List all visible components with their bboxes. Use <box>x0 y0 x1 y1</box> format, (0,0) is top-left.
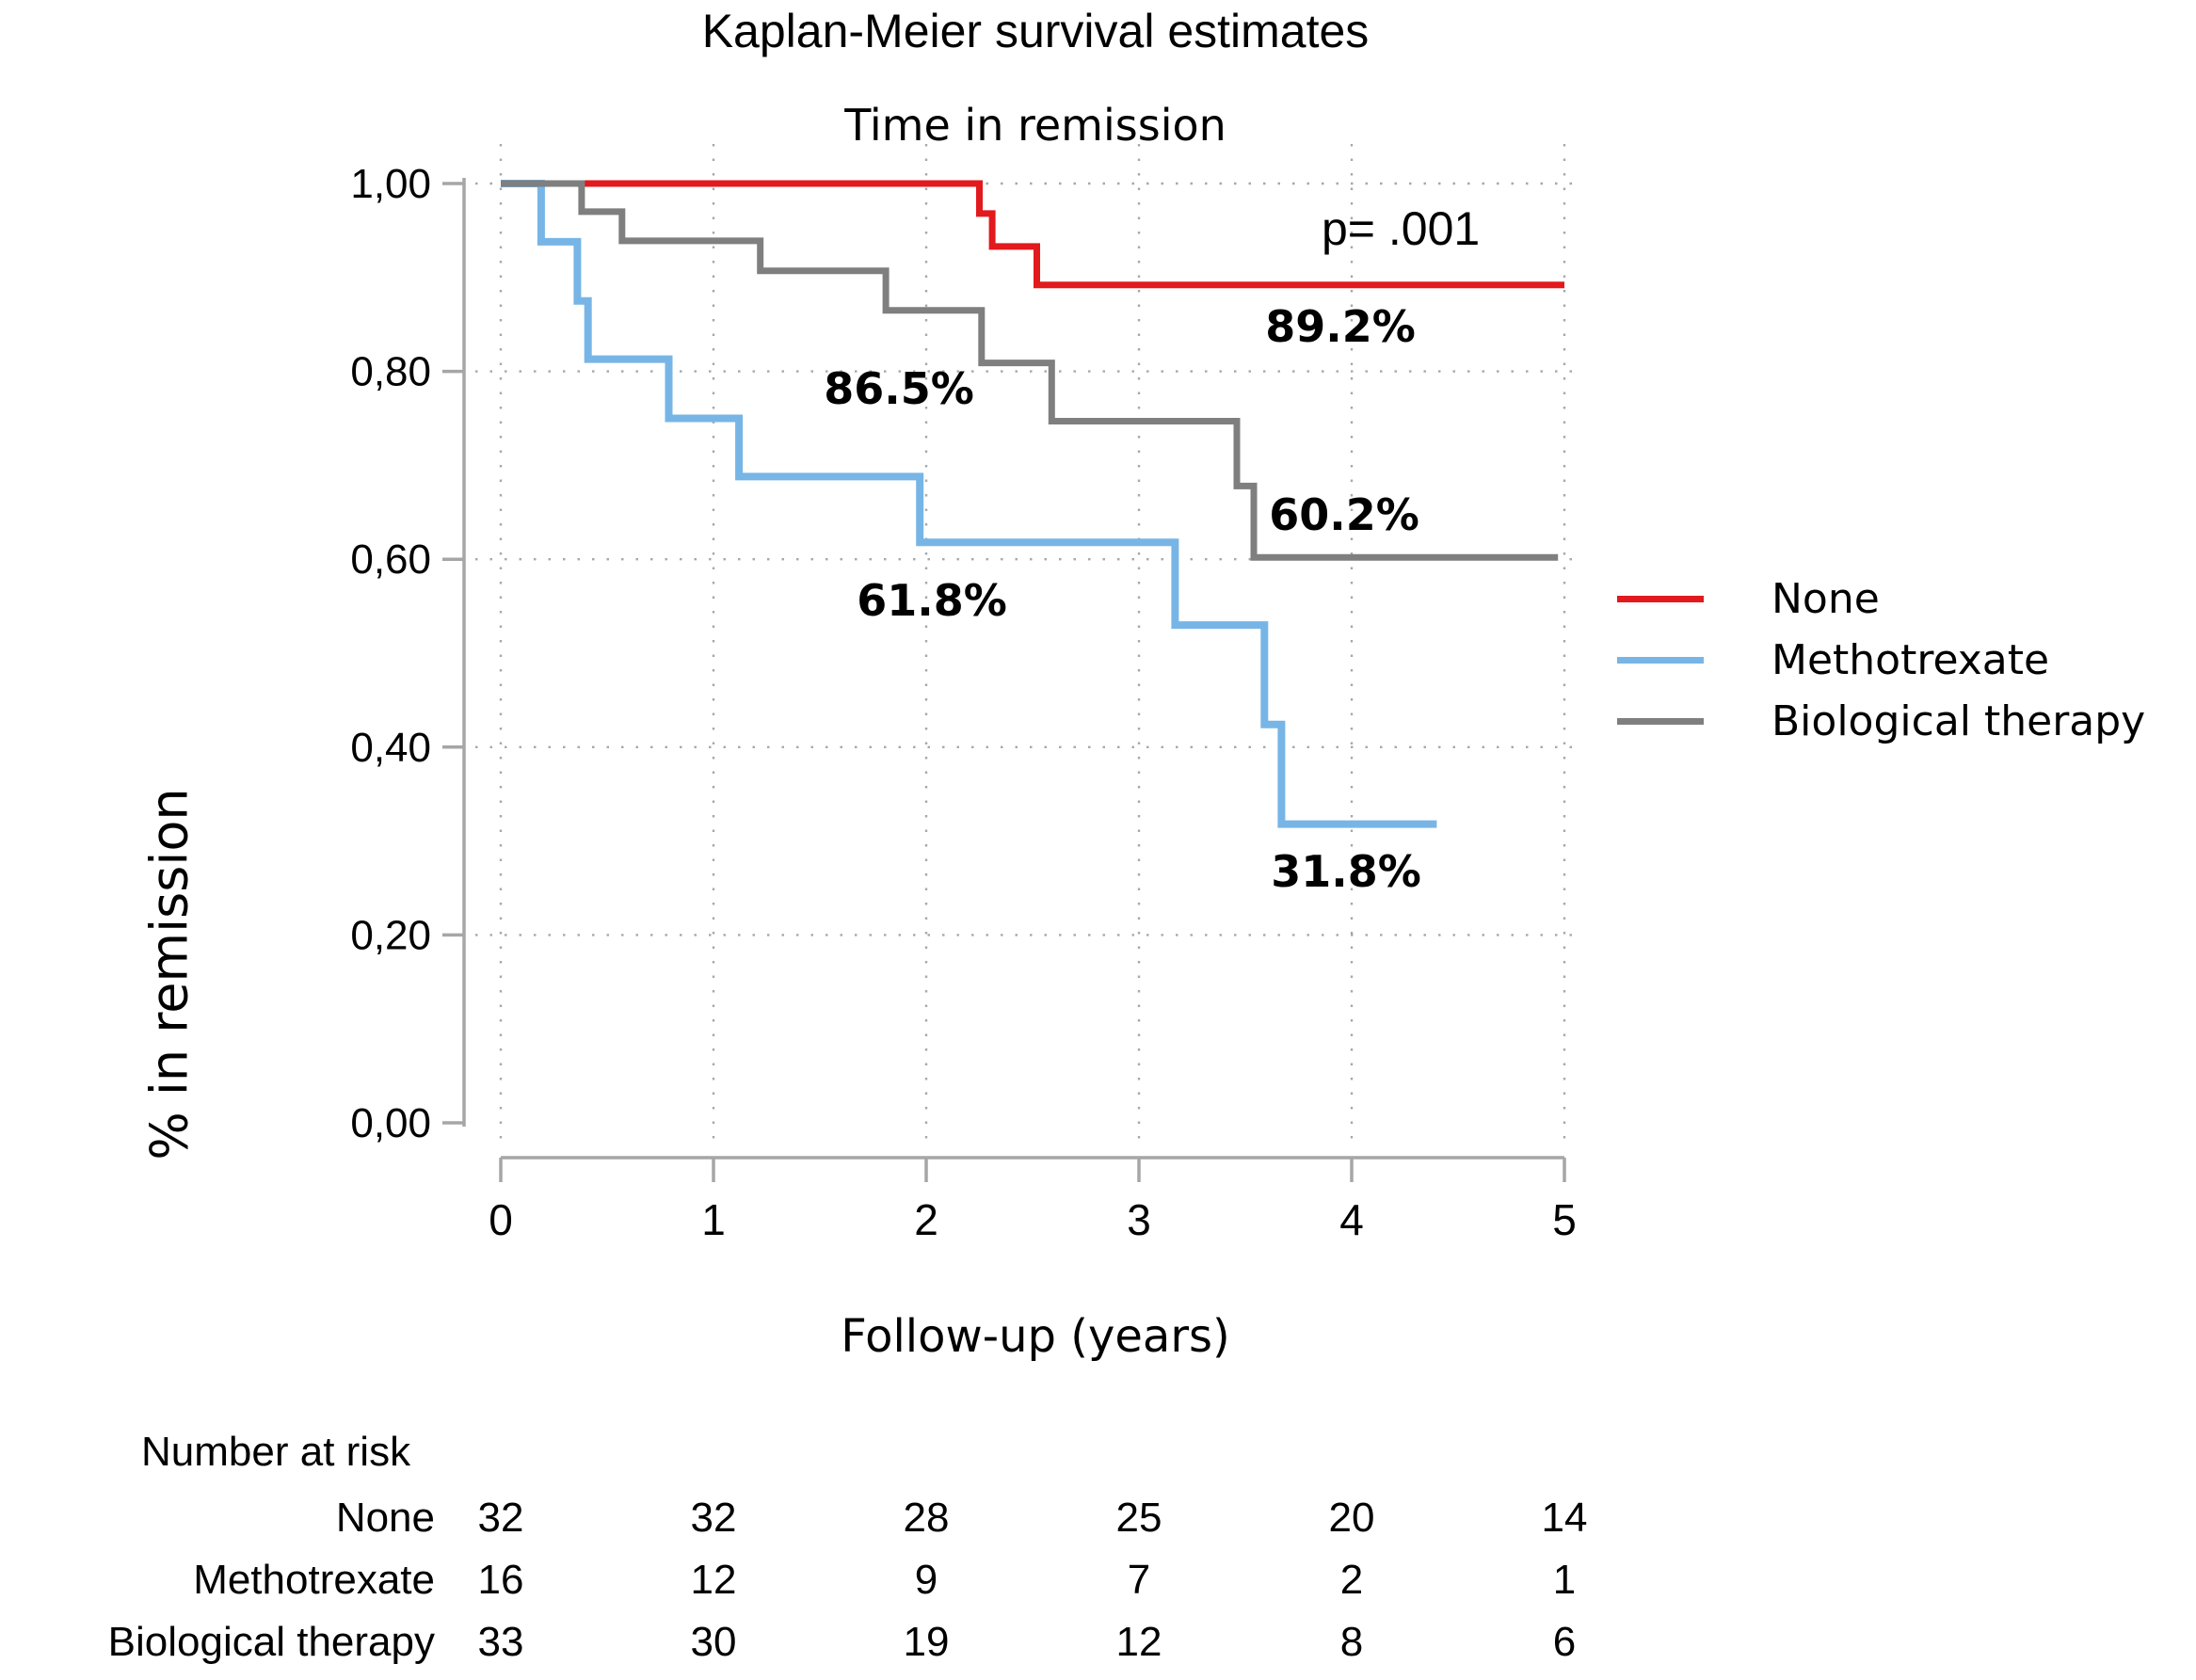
chart-subtitle: Time in remission <box>844 100 1226 151</box>
p-value-annotation: p= .001 <box>1322 202 1481 255</box>
legend-line-swatch <box>1617 596 1704 602</box>
annotation-biological-mid: 86.5% <box>824 363 974 414</box>
legend-label: Biological therapy <box>1771 697 2146 745</box>
x-tick-label: 1 <box>701 1195 726 1244</box>
risk-row-label-none: None <box>335 1495 435 1541</box>
curve-none <box>501 180 1564 289</box>
curve-methotrexate <box>501 180 1437 828</box>
risk-row-label-methotrexate: Methotrexate <box>193 1557 435 1603</box>
y-axis-title-wrap: % in remission <box>28 358 311 1160</box>
legend-row-biological-therapy: Biological therapy <box>1617 691 2196 752</box>
y-tick-label: 0,60 <box>350 536 431 583</box>
risk-count: 30 <box>690 1619 737 1665</box>
annotation-none-final: 89.2% <box>1265 301 1416 352</box>
risk-count: 12 <box>690 1557 737 1603</box>
y-tick-label: 1,00 <box>350 161 431 207</box>
risk-count: 33 <box>477 1619 524 1665</box>
annotation-methotrexate-mid: 61.8% <box>857 575 1007 626</box>
legend-line-swatch <box>1617 657 1704 664</box>
x-tick-label: 4 <box>1339 1195 1364 1244</box>
risk-table-header: Number at risk <box>141 1429 411 1475</box>
risk-row-label-biological-therapy: Biological therapy <box>107 1619 435 1665</box>
risk-count: 32 <box>690 1495 737 1541</box>
risk-count: 14 <box>1541 1495 1588 1541</box>
y-tick-label: 0,80 <box>350 349 431 395</box>
legend-label: Methotrexate <box>1771 636 2050 684</box>
legend-row-methotrexate: Methotrexate <box>1617 630 2196 691</box>
risk-count: 8 <box>1339 1619 1364 1665</box>
risk-count: 16 <box>477 1557 524 1603</box>
y-tick-label: 0,00 <box>350 1100 431 1146</box>
annotation-methotrexate-final: 31.8% <box>1271 846 1421 897</box>
annotation-biological-final: 60.2% <box>1269 489 1419 540</box>
risk-count: 20 <box>1328 1495 1375 1541</box>
legend: None Methotrexate Biological therapy <box>1617 568 2196 752</box>
risk-count: 9 <box>914 1557 938 1603</box>
y-tick-label: 0,40 <box>350 725 431 771</box>
risk-count: 12 <box>1115 1619 1162 1665</box>
x-tick-label: 2 <box>914 1195 938 1244</box>
x-tick-label: 5 <box>1552 1195 1577 1244</box>
x-tick-label: 0 <box>489 1195 513 1244</box>
legend-row-none: None <box>1617 568 2196 630</box>
x-tick-label: 3 <box>1127 1195 1151 1244</box>
risk-count: 7 <box>1127 1557 1151 1603</box>
risk-count: 25 <box>1115 1495 1162 1541</box>
risk-count: 32 <box>477 1495 524 1541</box>
y-axis-title: % in remission <box>139 788 200 1160</box>
curve-biological-therapy <box>501 180 1559 561</box>
risk-count: 28 <box>903 1495 950 1541</box>
risk-count: 1 <box>1552 1557 1577 1603</box>
legend-label: None <box>1771 575 1880 623</box>
risk-count: 19 <box>903 1619 950 1665</box>
y-tick-label: 0,20 <box>350 912 431 958</box>
x-axis-title: Follow-up (years) <box>841 1310 1230 1363</box>
legend-line-swatch <box>1617 718 1704 725</box>
chart-title: Kaplan-Meier survival estimates <box>701 5 1370 57</box>
risk-count: 2 <box>1339 1557 1364 1603</box>
risk-count: 6 <box>1552 1619 1577 1665</box>
